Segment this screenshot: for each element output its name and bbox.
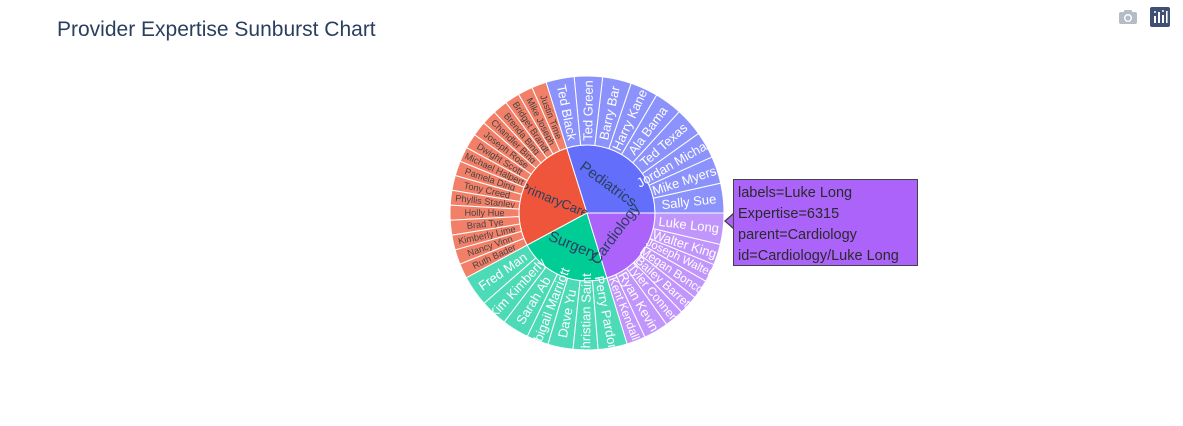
hover-parent: parent=Cardiology bbox=[738, 227, 857, 243]
hover-labels: labels=Luke Long bbox=[738, 185, 853, 201]
chart-title: Provider Expertise Sunburst Chart bbox=[57, 18, 376, 41]
camera-icon[interactable] bbox=[1117, 6, 1139, 28]
hover-pointer-fill bbox=[726, 214, 734, 228]
slice-luke-long[interactable] bbox=[652, 212, 725, 246]
plotly-logo-icon[interactable] bbox=[1149, 6, 1171, 28]
hover-expertise: Expertise=6315 bbox=[738, 206, 840, 222]
hover-id: id=Cardiology/Luke Long bbox=[738, 248, 899, 264]
hover-tooltip: labels=Luke Long Expertise=6315 parent=C… bbox=[733, 179, 918, 266]
modebar bbox=[1117, 6, 1171, 28]
